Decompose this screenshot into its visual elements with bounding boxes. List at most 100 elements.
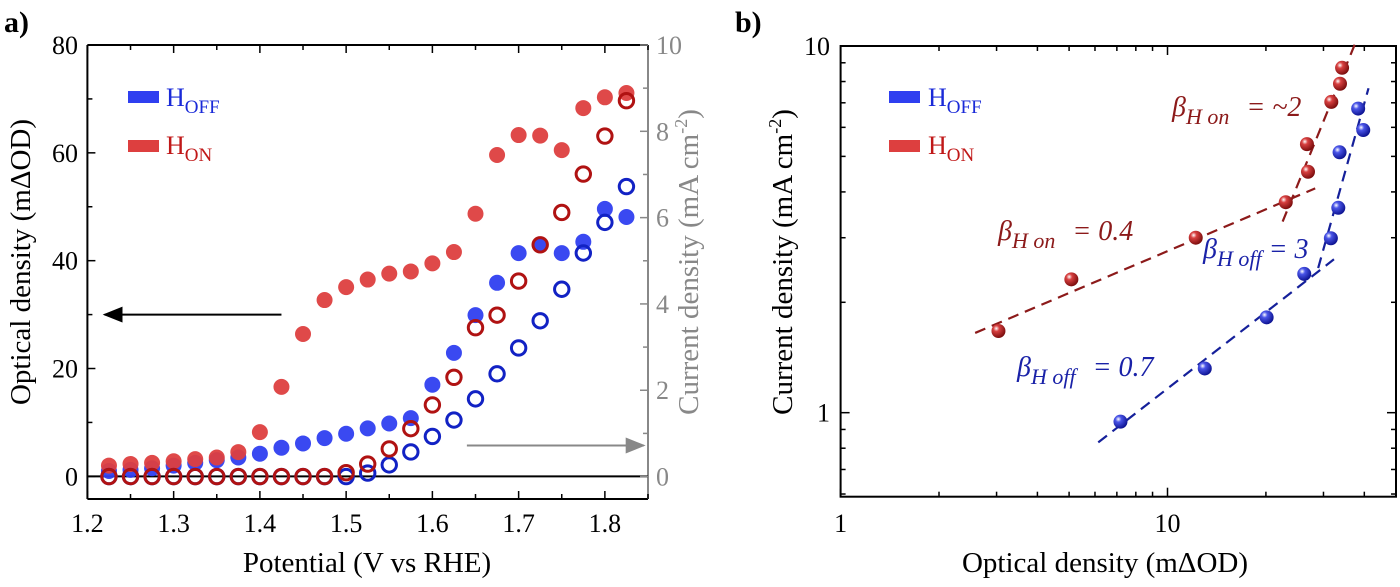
hoff-od-point [316,430,333,447]
hon-point [1300,164,1315,179]
hon-current-point [509,272,528,290]
hoff-od-point [489,274,506,291]
y-tick-label: 60 [52,139,78,168]
hoff-point [1356,123,1371,138]
hoff-point [1323,231,1338,246]
hon-point [1335,60,1350,75]
hoff-point [1351,101,1366,116]
hoff-current-point [488,365,506,383]
hoff-point [1113,414,1128,429]
hon-od-point [467,205,484,222]
hon-od-point [402,263,419,280]
y2-tick-label: 4 [656,290,669,319]
hon-current-point [294,467,312,486]
hon-od-point [532,127,549,144]
annotation-beta-hon-04: βH on = 0.4 [997,216,1133,253]
hon-point [1064,272,1079,287]
x-tick-label: 10 [1155,509,1181,538]
hon-current-point [617,91,636,110]
hon-od-point [596,89,613,106]
hon-fit-line [1281,44,1356,223]
y2-tick-label: 8 [656,117,669,146]
hon-current-point [596,127,614,145]
hoff-point [1197,361,1212,376]
hon-current-point [229,467,248,486]
hoff-od-point [596,200,613,217]
y2-tick-label: 6 [656,204,669,233]
hoff-current-point [380,456,398,474]
hoff-od-point [467,307,484,324]
panel-a-plot: 1.2 1.3 1.4 1.5 1.6 1.7 1.8 0 20 40 60 80 0 2 4 6 8 10 [52,31,682,538]
hon-od-point [553,142,570,159]
hoff-current-point [359,464,377,482]
hoff-current-point [574,244,593,262]
hon-current-point [423,396,442,414]
y2-tick-label: 0 [656,463,669,492]
y-tick-label: 1 [817,399,830,428]
hon-current-point [208,467,226,486]
panel-b-annotations: βH on = ~2 βH on = 0.4 βH off = 3 βH off… [997,92,1308,389]
hon-point [1299,137,1314,152]
legend-label-hoff: HOFF [166,83,220,118]
hon-current-point [100,467,118,486]
hon-current-point [445,368,463,387]
panel-a-x-axis-label: Potential (V vs RHE) [243,547,491,579]
panel-b-legend: HOFF HON [889,83,982,166]
panel-b-label: b) [735,6,762,39]
hoff-point [1297,266,1312,281]
x-tick-label: 1.4 [244,509,277,538]
x-tick-label: 1.3 [157,509,190,538]
hon-point [1278,195,1293,210]
plot-frame [839,45,1397,498]
hon-current-point [553,203,571,222]
hoff-od-point [251,445,268,462]
x-tick-label: 1.8 [589,509,622,538]
hon-od-point [187,451,204,468]
hoff-od-point [553,245,570,262]
hoff-current-point [466,390,485,408]
y2-label-sup: -2 [671,119,691,134]
y-tick-label: 20 [52,355,78,384]
hoff-od-point [445,344,462,361]
hon-point [1188,230,1203,245]
y2-label-end: ) [673,109,705,119]
hon-od-point [122,455,139,472]
hoff-od-point [381,415,398,432]
hon-od-point [424,255,441,272]
hoff-point [1332,145,1347,160]
hon-od-point [251,424,268,441]
hon-current-point [359,455,377,473]
hoff-od-point [424,376,441,393]
hon-od-point [381,265,398,282]
y-tick-label: 40 [52,247,78,276]
hon-od-point [144,454,161,471]
legend-label-hoff: HOFF [928,83,982,118]
hon-current-point [121,467,140,486]
hon-od-point [295,326,312,343]
hon-current-point [380,440,398,458]
hon-current-point [402,419,420,438]
legend-swatch-hon [889,140,920,152]
hon-current-point [531,236,549,254]
y-tick-label: 0 [65,462,78,491]
hon-od-point [208,449,225,466]
hon-od-point [316,292,333,309]
hoff-current-point [402,443,420,461]
x-tick-label: 1.7 [502,509,535,538]
hoff-current-point [596,213,614,232]
hoff-od-point [618,209,635,226]
hon-fit-line [974,187,1316,334]
hoff-current-point [617,177,636,196]
hoff-od-point [359,420,376,437]
hon-point [1332,76,1347,91]
hoff-point [1331,200,1346,215]
panel-a-legend: HOFF HON [128,83,220,166]
x-tick-label: 1.2 [71,509,104,538]
hon-od-point [230,444,247,461]
hoff-od-point [338,425,355,442]
panel-a-y-axis-label: Optical density (mΔOD) [5,119,37,405]
hoff-od-point [273,439,290,456]
hoff-od-point [295,435,312,452]
y-tick-label: 80 [52,31,78,60]
